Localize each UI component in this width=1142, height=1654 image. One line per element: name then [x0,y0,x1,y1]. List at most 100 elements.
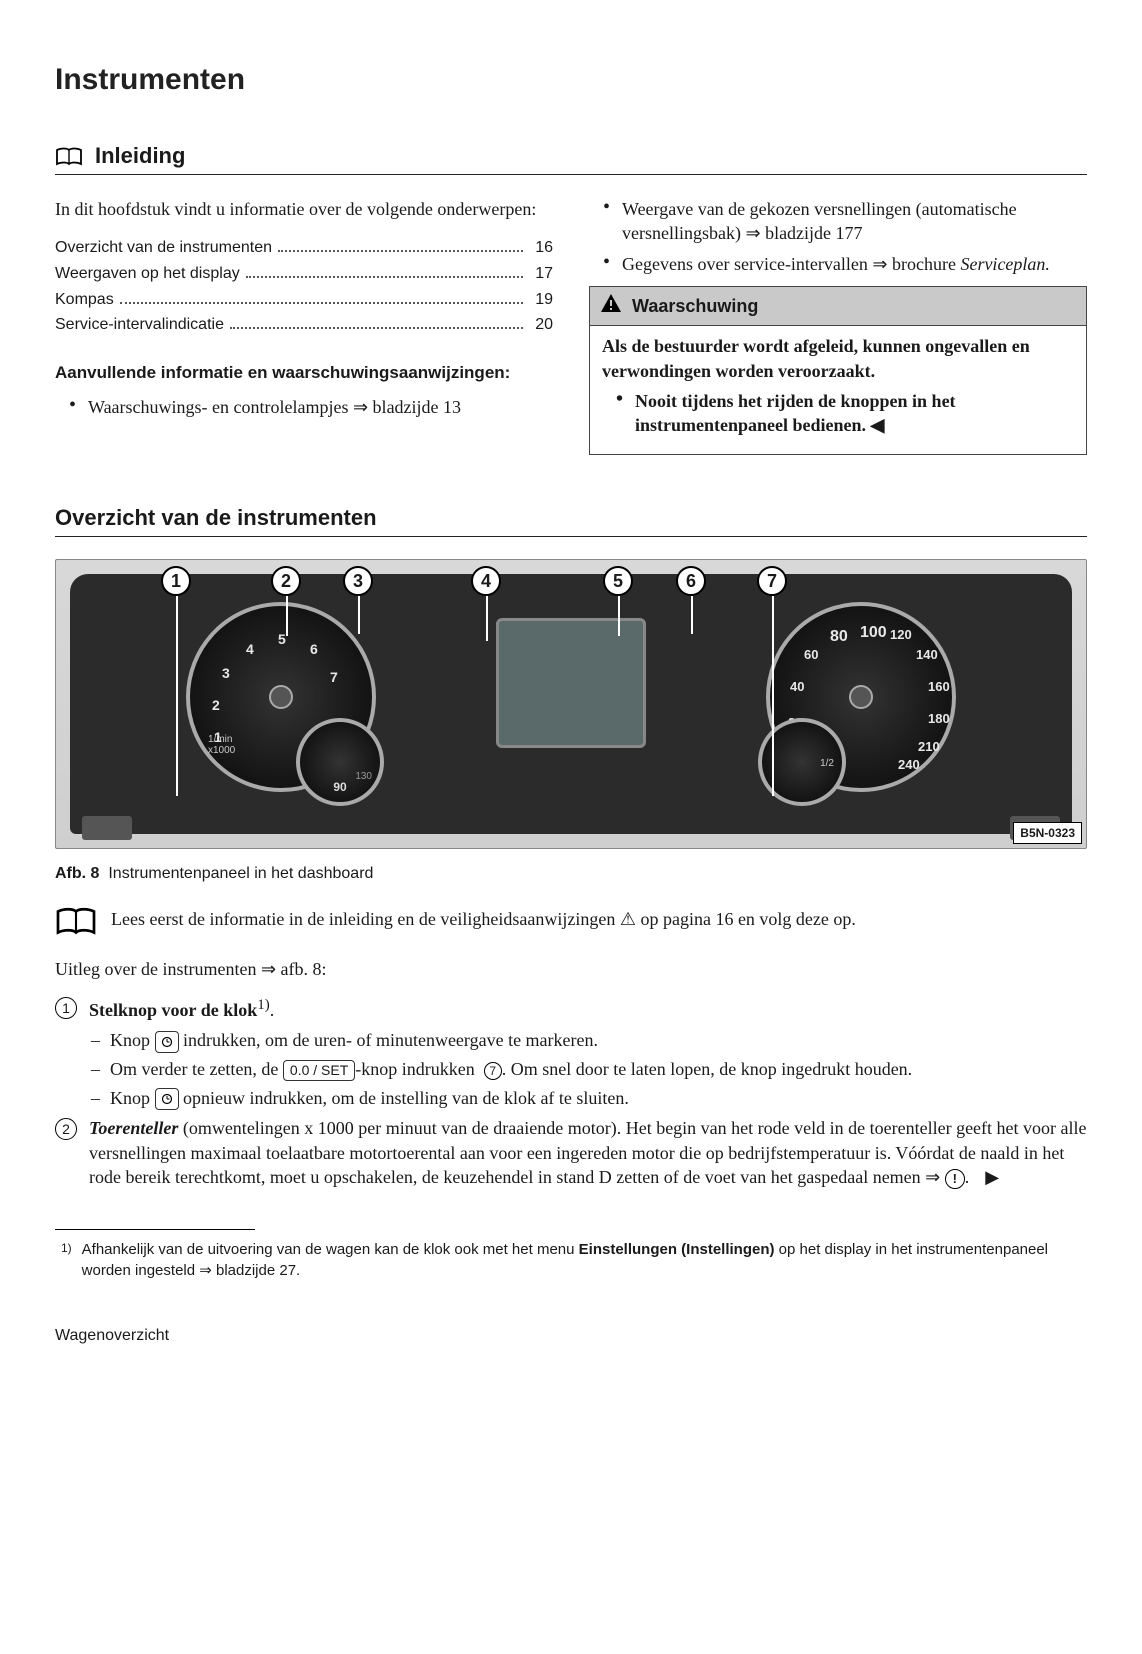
warning-header: Waarschuwing [590,287,1086,326]
read-first-note: Lees eerst de informatie in de inleiding… [55,907,1087,937]
callout-line [286,596,288,636]
section-heading-inleiding: Inleiding [55,141,1087,176]
tach-tick: 4 [246,640,254,659]
clock-key-icon [155,1031,179,1053]
section-heading-overzicht: Overzicht van de instrumenten [55,503,1087,538]
toc-row: Overzicht van de instrumenten 16 [55,237,553,259]
toc-dots [230,327,523,329]
temp-alt-value: 130 [355,771,372,782]
warning-box: Waarschuwing Als de bestuurder wordt afg… [589,286,1087,454]
figure-code: B5N-0323 [1013,822,1082,844]
dash-item: – Om verder te zetten, de 0.0 / SET-knop… [91,1057,1087,1081]
aanvullende-item: • Waarschuwings- en controlelampjes ⇒ bl… [55,395,553,419]
page-footer: Wagenoverzicht [55,1325,1087,1347]
toc-dots [278,250,523,252]
read-first-text: Lees eerst de informatie in de inleiding… [111,907,856,931]
dash-icon: – [91,1057,100,1081]
toc-label: Service-intervalindicatie [55,314,224,336]
toc-dots [120,302,523,304]
item-2-title: Toerenteller [89,1118,178,1138]
speedo-tick: 60 [804,646,818,664]
tach-tick: 1 [214,728,222,747]
inleiding-left-col: In dit hoofdstuk vindt u informatie over… [55,197,553,454]
toc-row: Weergaven op het display 17 [55,263,553,285]
bullet-dot: • [602,389,635,438]
numbered-item-1: 1 Stelknop voor de klok1). [55,995,1087,1022]
speedo-tick: 140 [916,646,938,664]
page-title: Instrumenten [55,60,1087,101]
inleiding-intro: In dit hoofdstuk vindt u informatie over… [55,197,553,221]
circled-number-icon: 2 [55,1118,77,1140]
callout-line [358,596,360,634]
inleiding-heading-text: Inleiding [95,141,185,171]
tach-tick: 5 [278,630,286,649]
aanvullende-item-text: Waarschuwings- en controlelampjes ⇒ blad… [88,395,553,419]
right-item-text: Gegevens over service-intervallen ⇒ broc… [622,252,1087,276]
fuel-label: 1/2 [820,758,834,769]
continue-triangle-icon: ▶ [985,1167,999,1187]
circled-number-icon: 1 [55,997,77,1019]
callout-line [691,596,693,634]
toc-page: 17 [529,263,553,285]
inleiding-columns: In dit hoofdstuk vindt u informatie over… [55,197,1087,454]
figure-caption-bold: Afb. 8 [55,865,99,882]
info-circle-icon: ! [945,1169,965,1189]
item-2-text: (omwentelingen x 1000 per minuut van de … [89,1118,1087,1187]
dash-item: – Knop opnieuw indrukken, om de instelli… [91,1086,1087,1111]
tach-tick: 3 [222,664,230,683]
speedo-tick: 210 [918,738,940,756]
figure-caption-text: Instrumentenpaneel in het dashboard [108,865,373,882]
toc-label: Weergaven op het display [55,263,240,285]
temp-value: 90 [333,780,346,794]
speedo-tick: 180 [928,710,950,728]
callout-line [618,596,620,636]
toc-page: 20 [529,314,553,336]
speedo-tick: 100 [860,622,887,644]
bullet-dot: • [589,252,622,276]
dash-icon: – [91,1028,100,1053]
callout-line [486,596,488,641]
warning-body-text: Als de bestuurder wordt afgeleid, kunnen… [602,334,1074,383]
warning-body: Als de bestuurder wordt afgeleid, kunnen… [590,326,1086,453]
tach-tick: 7 [330,668,338,687]
warning-bullet: • Nooit tijdens het rijden de knoppen in… [602,389,1074,438]
toc-page: 19 [529,289,553,311]
footnote-mark: 1) [61,1240,72,1281]
tach-tick: 6 [310,640,318,659]
figure-wrap: 1/min x1000 12345678 90 130 km/h 1020406… [55,559,1087,849]
left-bezel-button [82,816,132,840]
speedo-tick: 40 [790,678,804,696]
end-triangle-icon: ◀ [871,415,885,435]
numbered-item-2: 2 Toerenteller (omwentelingen x 1000 per… [55,1116,1087,1189]
right-item-text: Weergave van de gekozen versnellingen (a… [622,197,1087,246]
dash-item-text: Knop opnieuw indrukken, om de instelling… [110,1086,629,1111]
item-1-title: Stelknop voor de klok [89,1000,257,1020]
callout-line [176,596,178,796]
dash-icon: – [91,1086,100,1111]
toc-row: Service-intervalindicatie 20 [55,314,553,336]
footnote-text: Afhankelijk van de uitvoering van de wag… [82,1240,1087,1281]
item-1-body: Stelknop voor de klok1). [89,995,1087,1022]
dash-item-text: Om verder te zetten, de 0.0 / SET-knop i… [110,1057,912,1081]
speedo-tick: 80 [830,626,848,648]
toc-page: 16 [529,237,553,259]
book-icon [55,145,83,165]
right-item: • Weergave van de gekozen versnellingen … [589,197,1087,246]
figure-caption: Afb. 8 Instrumentenpaneel in het dashboa… [55,863,1087,885]
book-icon [55,907,97,937]
item-2-body: Toerenteller (omwentelingen x 1000 per m… [89,1116,1087,1189]
multifunction-display [496,618,646,748]
bullet-dot: • [589,197,622,246]
tach-tick: 2 [212,696,220,715]
toc: Overzicht van de instrumenten 16 Weergav… [55,237,553,335]
dash-item: – Knop indrukken, om de uren- of minuten… [91,1028,1087,1053]
circled-7-icon: 7 [484,1062,502,1080]
clock-key-icon [155,1088,179,1110]
temp-gauge: 90 130 [296,718,384,806]
toc-row: Kompas 19 [55,289,553,311]
toc-label: Overzicht van de instrumenten [55,237,272,259]
warning-bullet-text: Nooit tijdens het rijden de knoppen in h… [635,389,1074,438]
speedo-tick: 160 [928,678,950,696]
overzicht-heading-text: Overzicht van de instrumenten [55,503,377,533]
speedo-tick: 240 [898,756,920,774]
